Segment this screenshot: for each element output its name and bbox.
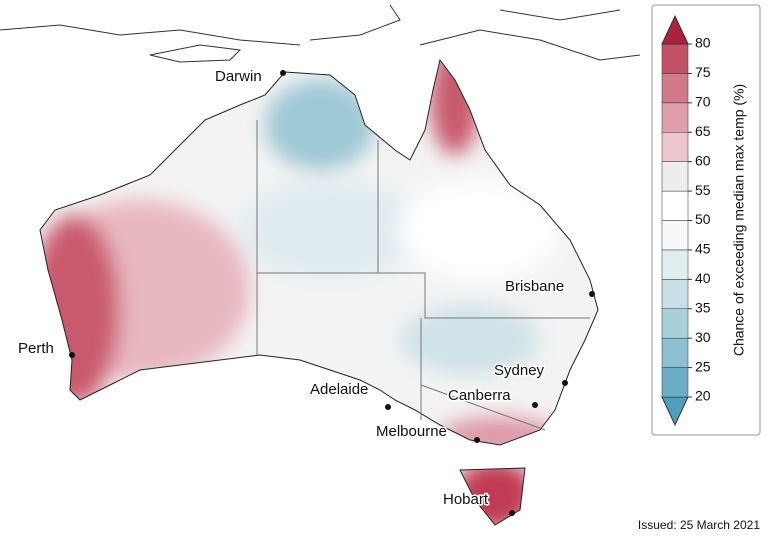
colorbar-band bbox=[661, 102, 689, 133]
city-label: Brisbane bbox=[505, 278, 564, 295]
state-borders bbox=[256, 120, 590, 431]
colorbar-tick-label: 70 bbox=[695, 94, 711, 110]
city-layer: Darwin Brisbane Perth Sydney Adelaide Canberr… bbox=[17, 66, 595, 516]
city-label: Sydney bbox=[494, 362, 545, 379]
colorbar-tick-label: 35 bbox=[695, 299, 711, 315]
colorbar-tick-label: 75 bbox=[695, 64, 711, 80]
colorbar-band bbox=[661, 161, 689, 192]
colorbar-extend bbox=[661, 14, 689, 45]
city-dot bbox=[69, 352, 75, 358]
colorbar-band bbox=[661, 337, 689, 368]
city-dot bbox=[474, 437, 480, 443]
colorbar-tick-label: 40 bbox=[695, 270, 711, 286]
city-dot bbox=[385, 404, 391, 410]
city-label: Adelaide bbox=[310, 381, 368, 398]
city-dot bbox=[280, 70, 286, 76]
coastline bbox=[39, 59, 599, 526]
city-dot bbox=[532, 402, 538, 408]
forecast-shading bbox=[40, 60, 598, 525]
colorbar-band bbox=[661, 73, 689, 104]
colorbar-tick-label: 60 bbox=[695, 152, 711, 168]
colorbar-tick-label: 20 bbox=[695, 388, 711, 404]
colorbar-band bbox=[661, 190, 689, 221]
city-dot bbox=[509, 510, 515, 516]
issued-date: Issued: 25 March 2021 bbox=[638, 518, 760, 532]
colorbar-tick-label: 30 bbox=[695, 329, 711, 345]
colorbar-band bbox=[661, 308, 689, 339]
colorbar-tick-label: 50 bbox=[695, 211, 711, 227]
city-label: Melbourne bbox=[376, 423, 447, 440]
colorbar-tick-label: 25 bbox=[695, 358, 711, 374]
city-label: Canberra bbox=[448, 387, 511, 404]
colorbar-tick-label: 80 bbox=[695, 35, 711, 51]
legend-title: Chance of exceeding median max temp (%) bbox=[731, 84, 747, 356]
colorbar-band bbox=[661, 279, 689, 310]
city-label: Hobart bbox=[443, 491, 489, 508]
city-label: Darwin bbox=[215, 68, 262, 85]
colorbar-band bbox=[661, 249, 689, 280]
colorbar-band bbox=[661, 43, 689, 74]
neighbour-coast bbox=[0, 4, 641, 63]
colorbar-band bbox=[661, 367, 689, 398]
colorbar-tick-label: 55 bbox=[695, 182, 711, 198]
colorbar-band bbox=[661, 220, 689, 251]
colorbar: 20 25 30 35 40 45 50 55 60 65 70 75 80 bbox=[661, 14, 711, 427]
city-dot bbox=[589, 291, 595, 297]
colorbar-band bbox=[661, 132, 689, 162]
city-label: Perth bbox=[18, 340, 54, 357]
colorbar-tick-label: 65 bbox=[695, 123, 711, 139]
city-dot bbox=[562, 380, 568, 386]
colorbar-tick-label: 45 bbox=[695, 241, 711, 257]
